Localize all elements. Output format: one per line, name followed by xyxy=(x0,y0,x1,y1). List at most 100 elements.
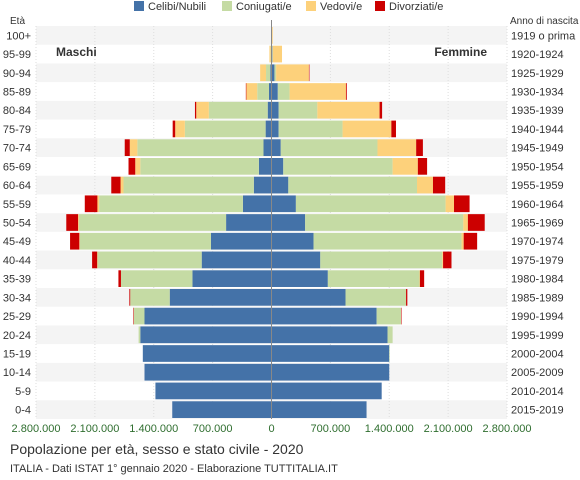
x-tick-label: 2.100.000 xyxy=(70,423,119,435)
birth-year-label: 1955-1959 xyxy=(511,180,564,192)
age-group-label: 60-64 xyxy=(3,180,31,192)
bar-male-celibi-nubili xyxy=(263,139,272,156)
bar-female-coniugati-e xyxy=(272,45,273,63)
legend-swatch xyxy=(375,1,385,11)
bar-male-celibi-nubili xyxy=(155,382,272,400)
age-group-label: 50-54 xyxy=(3,218,31,230)
bar-male-coniugati-e xyxy=(97,251,202,269)
bar-male-celibi-nubili xyxy=(258,158,272,175)
right-axis-title: Anno di nascita xyxy=(510,16,579,27)
bar-female-divorziati-e xyxy=(406,289,408,306)
bar-female-vedovi-e xyxy=(442,251,444,269)
bar-male-vedovi-e xyxy=(196,101,209,119)
bar-female-celibi-nubili xyxy=(271,401,367,418)
birth-year-label: 1925-1929 xyxy=(511,68,564,80)
bar-male-divorziati-e xyxy=(128,158,136,175)
bar-male-celibi-nubili xyxy=(144,363,272,381)
bar-female-celibi-nubili xyxy=(271,64,275,82)
bar-male-coniugati-e xyxy=(270,45,272,63)
birth-year-label: 2000-2004 xyxy=(511,349,564,361)
bar-male-vedovi-e xyxy=(97,251,98,269)
age-group-label: 75-79 xyxy=(3,124,31,136)
birth-year-label: 2015-2019 xyxy=(511,405,564,417)
bar-female-divorziati-e xyxy=(467,214,485,231)
bar-male-coniugati-e xyxy=(257,83,269,100)
bar-male-celibi-nubili xyxy=(142,345,272,362)
age-group-label: 45-49 xyxy=(3,236,31,248)
bar-male-coniugati-e xyxy=(138,326,141,344)
birth-year-label: 1945-1949 xyxy=(511,143,564,155)
bar-female-celibi-nubili xyxy=(271,270,328,287)
bar-female-vedovi-e xyxy=(417,176,433,194)
age-group-label: 100+ xyxy=(6,30,31,42)
bar-male-divorziati-e xyxy=(129,289,131,306)
bar-female-divorziati-e xyxy=(379,101,383,119)
bar-female-vedovi-e xyxy=(419,270,421,287)
bar-male-vedovi-e xyxy=(269,45,271,63)
bar-female-coniugati-e xyxy=(327,270,420,287)
birth-year-label: 1960-1964 xyxy=(511,199,564,211)
legend-swatch xyxy=(306,1,316,11)
bar-male-celibi-nubili xyxy=(210,232,272,250)
bar-female-divorziati-e xyxy=(463,232,478,250)
bar-female-celibi-nubili xyxy=(271,214,306,231)
bar-male-divorziati-e xyxy=(124,139,130,156)
bar-female-divorziati-e xyxy=(417,158,428,175)
bar-female-coniugati-e xyxy=(288,176,418,194)
bar-male-vedovi-e xyxy=(135,158,141,175)
bar-male-divorziati-e xyxy=(172,120,176,138)
bar-male-celibi-nubili xyxy=(144,307,272,325)
left-axis-title: Età xyxy=(10,16,25,27)
age-group-label: 55-59 xyxy=(3,199,31,211)
bar-female-coniugati-e xyxy=(320,251,443,269)
bar-female-coniugati-e xyxy=(283,158,393,175)
bar-male-coniugati-e xyxy=(184,120,266,138)
age-group-label: 95-99 xyxy=(3,49,31,61)
bar-male-divorziati-e xyxy=(111,176,121,194)
bar-male-coniugati-e xyxy=(266,64,271,82)
x-tick-label: 1.400.000 xyxy=(129,423,178,435)
bar-male-celibi-nubili xyxy=(140,326,272,344)
bar-male-celibi-nubili xyxy=(253,176,272,194)
bar-male-divorziati-e xyxy=(92,251,98,269)
age-group-label: 20-24 xyxy=(3,330,31,342)
bar-female-coniugati-e xyxy=(387,326,393,344)
x-tick-label: 0 xyxy=(268,423,274,435)
chart-subtitle: ITALIA - Dati ISTAT 1° gennaio 2020 - El… xyxy=(10,463,338,475)
bar-male-vedovi-e xyxy=(79,232,80,250)
legend-entry: Divorziati/e xyxy=(389,1,443,13)
age-group-label: 5-9 xyxy=(15,386,31,398)
bar-male-coniugati-e xyxy=(120,270,193,287)
bar-female-celibi-nubili xyxy=(271,251,321,269)
bar-female-divorziati-e xyxy=(454,195,470,213)
male-label: Maschi xyxy=(56,45,97,59)
bar-male-divorziati-e xyxy=(194,101,197,119)
bar-male-coniugati-e xyxy=(99,195,243,213)
bar-female-divorziati-e xyxy=(432,176,446,194)
bar-female-coniugati-e xyxy=(280,139,378,156)
bar-female-celibi-nubili xyxy=(271,289,346,306)
bar-female-celibi-nubili xyxy=(271,120,279,138)
bar-male-coniugati-e xyxy=(137,139,264,156)
bar-female-divorziati-e xyxy=(345,83,347,100)
x-tick-label: 1.400.000 xyxy=(365,423,414,435)
bar-male-vedovi-e xyxy=(260,64,267,82)
bar-male-celibi-nubili xyxy=(226,214,272,231)
bar-female-coniugati-e xyxy=(278,101,318,119)
legend-entry: Coniugati/e xyxy=(236,1,292,13)
age-group-label: 80-84 xyxy=(3,105,31,117)
bar-female-celibi-nubili xyxy=(271,363,390,381)
bar-male-coniugati-e xyxy=(140,158,259,175)
bar-female-vedovi-e xyxy=(276,64,309,82)
age-group-label: 85-89 xyxy=(3,87,31,99)
bar-male-divorziati-e xyxy=(70,232,80,250)
birth-year-label: 2005-2009 xyxy=(511,367,564,379)
bar-female-coniugati-e xyxy=(274,64,277,82)
birth-year-label: 1980-1984 xyxy=(511,274,564,286)
age-group-label: 10-14 xyxy=(3,367,31,379)
bar-female-divorziati-e xyxy=(401,307,402,325)
bar-male-divorziati-e xyxy=(245,83,247,100)
birth-year-label: 1970-1974 xyxy=(511,236,564,248)
birth-year-label: 1950-1954 xyxy=(511,161,564,173)
